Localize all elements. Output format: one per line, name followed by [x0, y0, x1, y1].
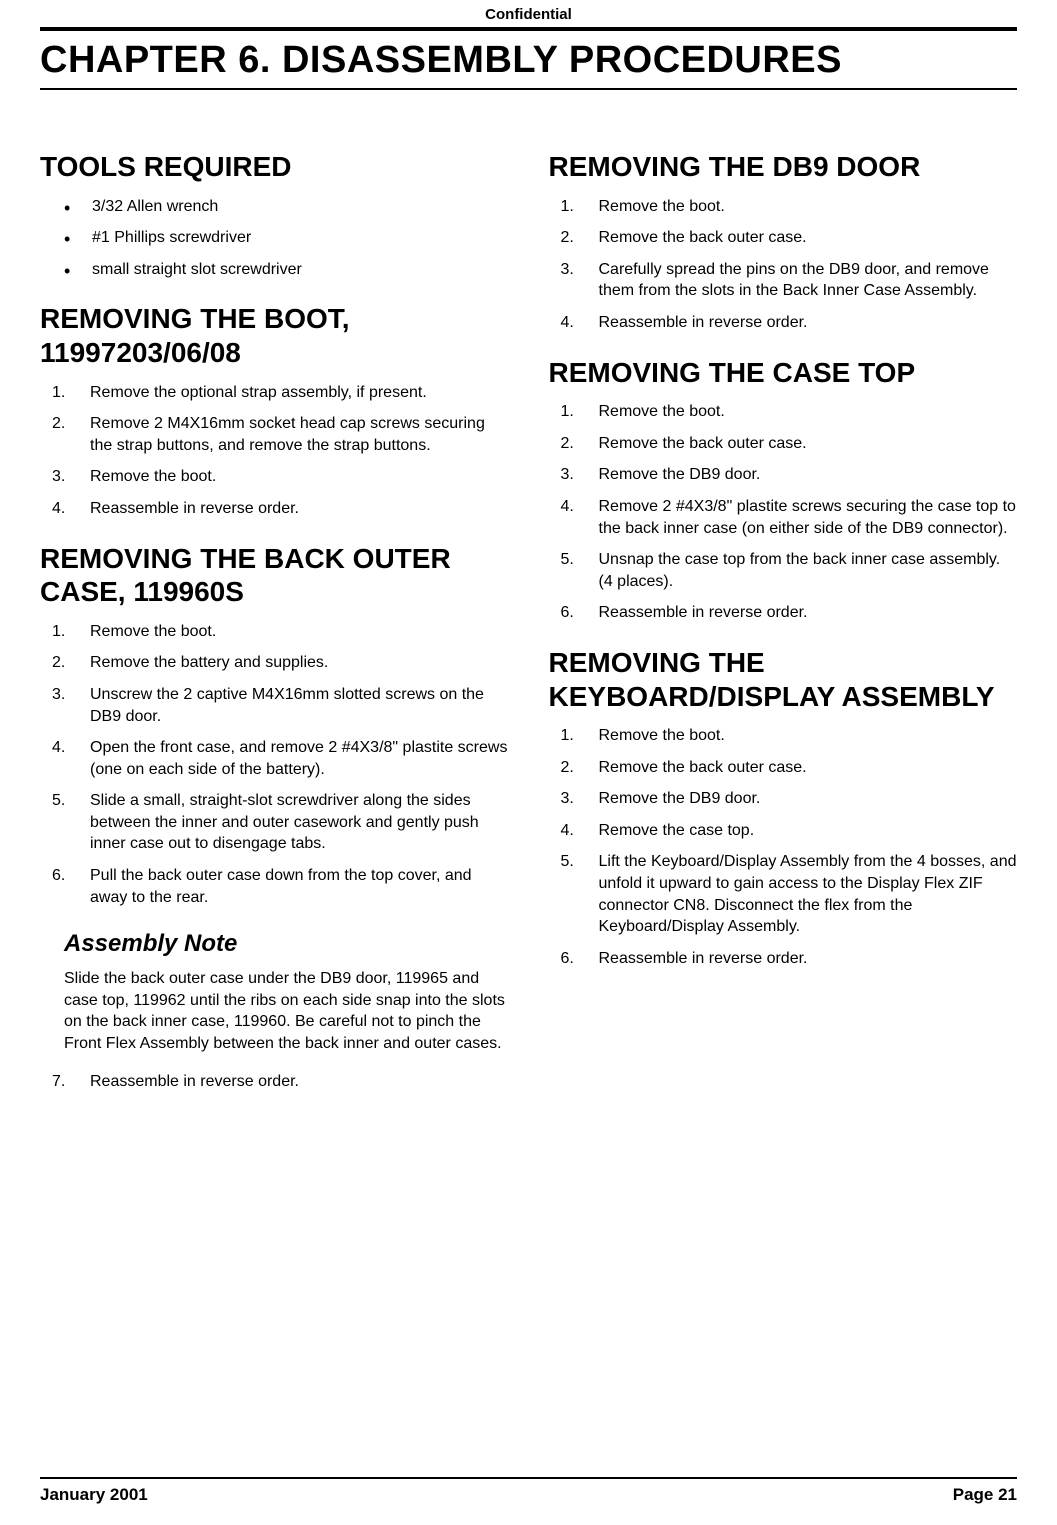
right-column: REMOVING THE DB9 DOOR Remove the boot. R… [549, 140, 1018, 1114]
list-item: Reassemble in reverse order. [40, 1071, 509, 1093]
list-item: Remove the boot. [549, 725, 1018, 747]
header-rule-top [40, 27, 1017, 31]
list-item: Remove the back outer case. [549, 757, 1018, 779]
section-boot-heading: REMOVING THE BOOT, 11997203/06/08 [40, 302, 509, 369]
footer-page-number: Page 21 [953, 1485, 1017, 1505]
footer-date: January 2001 [40, 1485, 148, 1505]
list-item: Unsnap the case top from the back inner … [549, 549, 1018, 592]
list-item: Remove the DB9 door. [549, 788, 1018, 810]
section-kbd-heading: REMOVING THE KEYBOARD/DISPLAY ASSEMBLY [549, 646, 1018, 713]
list-item: Remove the boot. [40, 466, 509, 488]
list-item: Remove 2 M4X16mm socket head cap screws … [40, 413, 509, 456]
list-item: Reassemble in reverse order. [40, 498, 509, 520]
list-item: Remove the back outer case. [549, 227, 1018, 249]
case-top-steps: Remove the boot. Remove the back outer c… [549, 401, 1018, 624]
left-column: TOOLS REQUIRED 3/32 Allen wrench #1 Phil… [40, 140, 509, 1114]
list-item: Open the front case, and remove 2 #4X3/8… [40, 737, 509, 780]
list-item: Pull the back outer case down from the t… [40, 865, 509, 908]
back-outer-steps-1: Remove the boot. Remove the battery and … [40, 621, 509, 909]
page-footer: January 2001 Page 21 [40, 1477, 1017, 1505]
assembly-note-body: Slide the back outer case under the DB9 … [64, 968, 509, 1054]
section-back-outer-heading: REMOVING THE BACK OUTER CASE, 119960S [40, 542, 509, 609]
section-tools-heading: TOOLS REQUIRED [40, 150, 509, 184]
tools-list: 3/32 Allen wrench #1 Phillips screwdrive… [64, 196, 509, 281]
list-item: Remove the DB9 door. [549, 464, 1018, 486]
chapter-title-rule [40, 88, 1017, 90]
list-item: small straight slot screwdriver [64, 259, 509, 281]
assembly-note-heading: Assembly Note [64, 930, 509, 958]
list-item: Remove the battery and supplies. [40, 652, 509, 674]
db9-steps: Remove the boot. Remove the back outer c… [549, 196, 1018, 334]
list-item: Reassemble in reverse order. [549, 312, 1018, 334]
header-confidential: Confidential [40, 0, 1017, 27]
list-item: Remove the optional strap assembly, if p… [40, 382, 509, 404]
list-item: Remove the boot. [40, 621, 509, 643]
section-db9-heading: REMOVING THE DB9 DOOR [549, 150, 1018, 184]
kbd-steps: Remove the boot. Remove the back outer c… [549, 725, 1018, 969]
list-item: Remove the case top. [549, 820, 1018, 842]
two-column-layout: TOOLS REQUIRED 3/32 Allen wrench #1 Phil… [40, 140, 1017, 1114]
back-outer-steps-2: Reassemble in reverse order. [40, 1071, 509, 1093]
footer-rule [40, 1477, 1017, 1479]
boot-steps: Remove the optional strap assembly, if p… [40, 382, 509, 520]
list-item: #1 Phillips screwdriver [64, 227, 509, 249]
list-item: Carefully spread the pins on the DB9 doo… [549, 259, 1018, 302]
list-item: Slide a small, straight-slot screwdriver… [40, 790, 509, 855]
list-item: Reassemble in reverse order. [549, 948, 1018, 970]
list-item: Lift the Keyboard/Display Assembly from … [549, 851, 1018, 937]
list-item: Unscrew the 2 captive M4X16mm slotted sc… [40, 684, 509, 727]
list-item: Remove the back outer case. [549, 433, 1018, 455]
list-item: Remove the boot. [549, 196, 1018, 218]
chapter-title: CHAPTER 6. DISASSEMBLY PROCEDURES [40, 39, 1017, 82]
section-case-top-heading: REMOVING THE CASE TOP [549, 356, 1018, 390]
list-item: Reassemble in reverse order. [549, 602, 1018, 624]
list-item: Remove 2 #4X3/8" plastite screws securin… [549, 496, 1018, 539]
list-item: 3/32 Allen wrench [64, 196, 509, 218]
list-item: Remove the boot. [549, 401, 1018, 423]
